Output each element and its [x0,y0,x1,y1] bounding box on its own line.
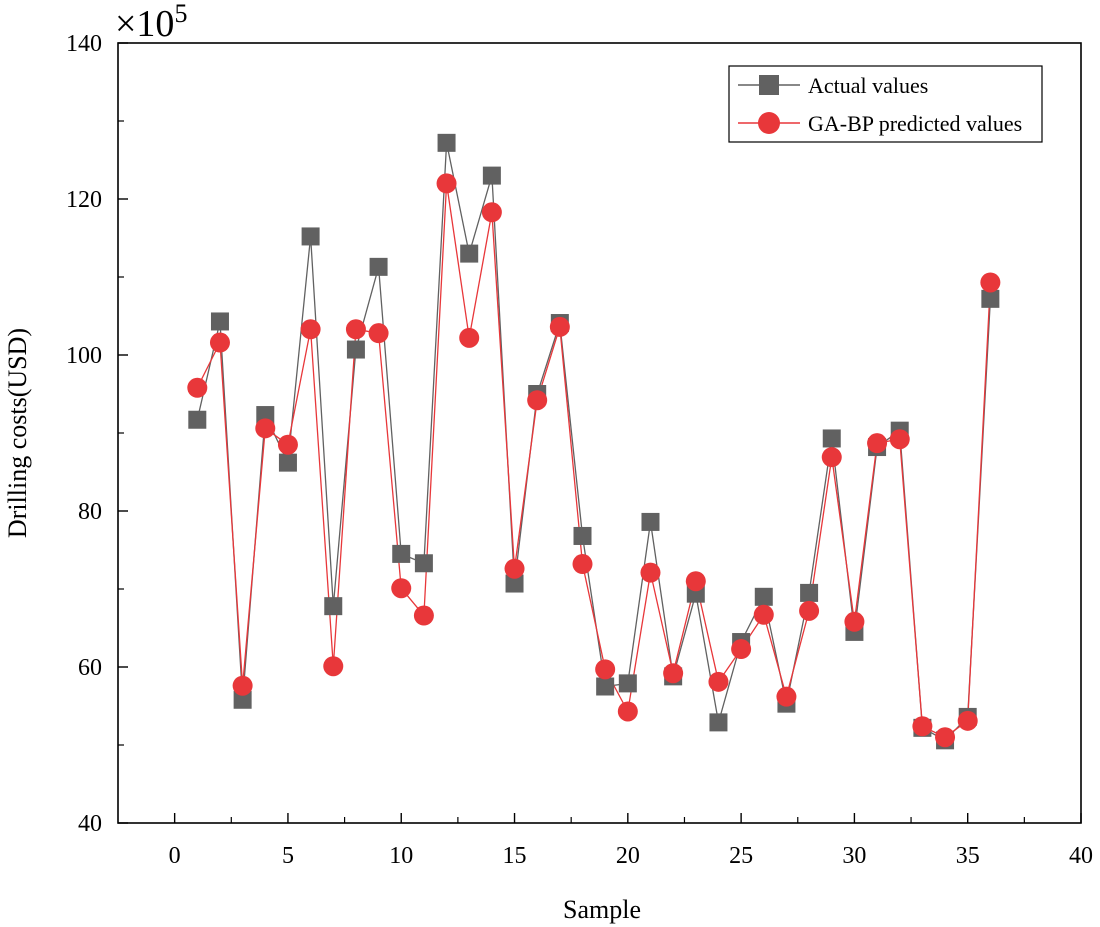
actual-point [346,340,365,359]
predicted-point [323,656,344,677]
y-axis-ticks: 40 60 80 100 120 140 [66,31,128,837]
x-tick-label: 0 [169,843,181,869]
predicted-point [300,319,321,340]
predicted-point [413,605,434,626]
predicted-point [685,571,706,592]
predicted-point [459,327,480,348]
predicted-point [799,600,820,621]
actual-point [641,512,660,531]
predicted-point [436,173,457,194]
actual-point [573,526,592,545]
y-tick-label: 100 [66,343,102,369]
predicted-point [776,686,797,707]
y-multiplier: ×105 [115,0,187,45]
y-tick-label: 120 [66,187,102,213]
predicted-point [255,418,276,439]
actual-point [460,244,479,263]
x-axis-title: Sample [563,895,641,924]
legend-label-actual: Actual values [808,73,928,98]
actual-point [437,133,456,152]
y-tick-label: 80 [78,499,102,525]
predicted-point [345,319,366,340]
predicted-point [935,727,956,748]
predicted-point [889,429,910,450]
actual-point [188,410,207,429]
actual-point [754,587,773,606]
series-line-predicted [196,183,992,738]
actual-point [482,166,501,185]
actual-point [596,677,615,696]
predicted-point [821,447,842,468]
y-tick-label: 60 [78,655,102,681]
predicted-point [912,716,933,737]
predicted-point [187,377,208,398]
predicted-point [617,701,638,722]
actual-point [505,574,524,593]
predicted-point [731,639,752,660]
legend: Actual values GA-BP predicted values [728,65,1043,143]
predicted-point [640,562,661,583]
predicted-point [549,316,570,337]
predicted-point [481,202,502,223]
predicted-point [232,675,253,696]
x-tick-label: 25 [729,843,753,869]
actual-point [618,674,637,693]
x-tick-label: 15 [503,843,527,869]
legend-marker-predicted [758,112,780,134]
actual-point [822,429,841,448]
legend-marker-actual [759,75,779,95]
y-tick-label: 140 [66,31,102,57]
predicted-point [277,434,298,455]
actual-point [414,554,433,573]
actual-point [800,583,819,602]
x-tick-label: 5 [282,843,294,869]
x-tick-label: 20 [616,843,640,869]
predicted-point [504,558,525,579]
actual-point [301,227,320,246]
actual-point [709,713,728,732]
x-tick-label: 10 [389,843,413,869]
x-tick-label: 40 [1069,843,1093,869]
actual-point [210,312,229,331]
x-tick-label: 35 [956,843,980,869]
predicted-point [663,663,684,684]
actual-point [981,289,1000,308]
y-tick-label: 40 [78,811,102,837]
predicted-point [957,710,978,731]
legend-box [728,65,1043,143]
actual-point [233,690,252,709]
predicted-point [391,578,412,599]
series-line-actual [196,142,992,742]
predicted-point [867,433,888,454]
actual-point [278,453,297,472]
predicted-point [753,604,774,625]
predicted-point [209,332,230,353]
x-axis-ticks: 0 5 10 15 20 25 30 35 40 [169,813,1093,869]
actual-point [324,597,343,616]
predicted-point [527,390,548,411]
actual-point [392,544,411,563]
actual-point [369,257,388,276]
x-tick-label: 30 [842,843,866,869]
predicted-point [708,671,729,692]
legend-label-predicted: GA-BP predicted values [808,111,1022,136]
predicted-point [572,554,593,575]
series-layer [187,133,1001,750]
predicted-point [368,323,389,344]
predicted-point [980,272,1001,293]
predicted-point [595,659,616,680]
y-axis-title: Drilling costs(USD) [3,328,32,538]
predicted-point [844,611,865,632]
